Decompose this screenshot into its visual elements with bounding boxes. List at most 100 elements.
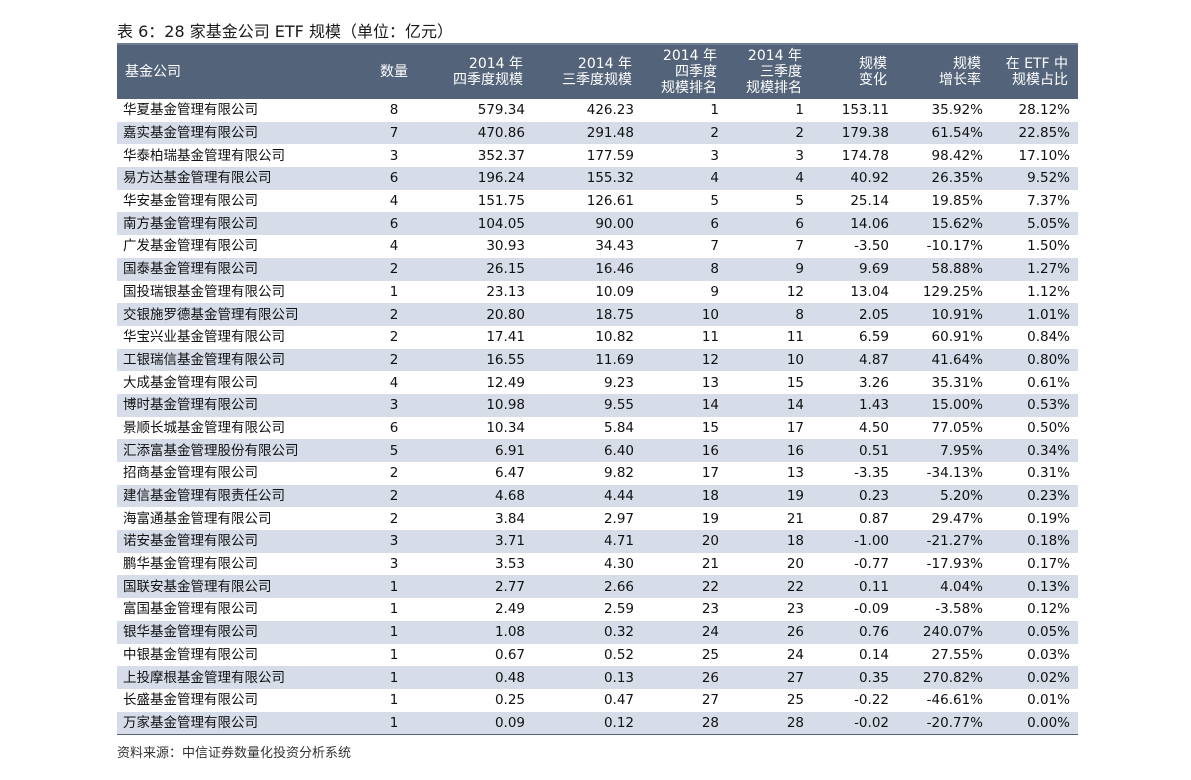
q4-scale-cell: 2.49 — [422, 598, 533, 621]
count-cell: 5 — [366, 439, 422, 462]
growth-cell: 7.95% — [897, 439, 991, 462]
q4-rank-cell: 5 — [642, 189, 727, 213]
change-cell: 0.11 — [812, 575, 897, 599]
change-cell: -0.77 — [812, 552, 897, 576]
q3-scale-cell: 0.32 — [533, 620, 642, 644]
header-share: 在 ETF 中规模占比 — [991, 45, 1078, 99]
q3-scale-cell: 2.59 — [533, 598, 642, 621]
q4-rank-cell: 6 — [642, 212, 727, 236]
growth-cell: 35.92% — [897, 99, 991, 122]
table-row: 景顺长城基金管理有限公司 6 10.34 5.84 15 17 4.50 77.05% 0.50… — [117, 416, 1078, 440]
q3-scale-cell: 90.00 — [533, 212, 642, 236]
q3-rank-cell: 24 — [727, 643, 812, 667]
share-cell: 22.85% — [991, 121, 1078, 145]
q3-scale-cell: 2.97 — [533, 507, 642, 531]
table-body: 华夏基金管理有限公司 8 579.34 426.23 1 1 153.11 35.92% 28.… — [117, 99, 1078, 736]
q4-rank-cell: 8 — [642, 257, 727, 281]
company-cell: 上投摩根基金管理有限公司 — [117, 666, 366, 689]
header-row: 基金公司 数量 2014 年四季度规模 2014 年三季度规模 2014 年四季… — [117, 45, 1078, 99]
company-cell: 国联安基金管理有限公司 — [117, 575, 366, 599]
growth-cell: 58.88% — [897, 257, 991, 281]
q4-scale-cell: 104.05 — [422, 212, 533, 236]
q3-rank-cell: 6 — [727, 212, 812, 236]
company-cell: 博时基金管理有限公司 — [117, 393, 366, 417]
share-cell: 1.50% — [991, 235, 1078, 258]
count-cell: 1 — [366, 575, 422, 599]
q3-scale-cell: 0.12 — [533, 711, 642, 736]
q4-rank-cell: 24 — [642, 620, 727, 644]
q3-scale-cell: 16.46 — [533, 257, 642, 281]
share-cell: 0.23% — [991, 484, 1078, 508]
company-cell: 长盛基金管理有限公司 — [117, 688, 366, 712]
table-row: 国投瑞银基金管理有限公司 1 23.13 10.09 9 12 13.04 129.25% 1.… — [117, 280, 1078, 304]
change-cell: -1.00 — [812, 530, 897, 553]
share-cell: 0.00% — [991, 711, 1078, 736]
count-cell: 4 — [366, 189, 422, 213]
share-cell: 0.31% — [991, 462, 1078, 485]
q4-rank-cell: 17 — [642, 462, 727, 485]
q4-scale-cell: 26.15 — [422, 257, 533, 281]
change-cell: -3.50 — [812, 235, 897, 258]
company-cell: 华宝兴业基金管理有限公司 — [117, 325, 366, 349]
table-row: 广发基金管理有限公司 4 30.93 34.43 7 7 -3.50 -10.17% 1.50% — [117, 235, 1078, 258]
count-cell: 3 — [366, 144, 422, 168]
q3-scale-cell: 4.44 — [533, 484, 642, 508]
growth-cell: 41.64% — [897, 348, 991, 372]
change-cell: -0.09 — [812, 598, 897, 621]
q3-scale-cell: 0.13 — [533, 666, 642, 689]
q4-rank-cell: 4 — [642, 167, 727, 190]
q3-rank-cell: 25 — [727, 688, 812, 712]
share-cell: 0.34% — [991, 439, 1078, 462]
q4-rank-cell: 14 — [642, 393, 727, 417]
share-cell: 0.61% — [991, 371, 1078, 394]
q3-rank-cell: 10 — [727, 348, 812, 372]
change-cell: 3.26 — [812, 371, 897, 394]
growth-cell: 61.54% — [897, 121, 991, 145]
change-cell: 9.69 — [812, 257, 897, 281]
header-count: 数量 — [366, 45, 422, 99]
q3-rank-cell: 12 — [727, 280, 812, 304]
table-row: 海富通基金管理有限公司 2 3.84 2.97 19 21 0.87 29.47% 0.19% — [117, 507, 1078, 531]
q4-scale-cell: 16.55 — [422, 348, 533, 372]
share-cell: 0.50% — [991, 416, 1078, 440]
growth-cell: 270.82% — [897, 666, 991, 689]
q4-rank-cell: 18 — [642, 484, 727, 508]
share-cell: 0.18% — [991, 530, 1078, 553]
company-cell: 汇添富基金管理股份有限公司 — [117, 439, 366, 462]
count-cell: 1 — [366, 666, 422, 689]
company-cell: 嘉实基金管理有限公司 — [117, 121, 366, 145]
count-cell: 2 — [366, 303, 422, 326]
company-cell: 海富通基金管理有限公司 — [117, 507, 366, 531]
table-row: 南方基金管理有限公司 6 104.05 90.00 6 6 14.06 15.62% 5.05% — [117, 212, 1078, 236]
q4-rank-cell: 9 — [642, 280, 727, 304]
q3-rank-cell: 16 — [727, 439, 812, 462]
growth-cell: 10.91% — [897, 303, 991, 326]
q3-scale-cell: 11.69 — [533, 348, 642, 372]
change-cell: 179.38 — [812, 121, 897, 145]
count-cell: 1 — [366, 711, 422, 736]
q4-rank-cell: 23 — [642, 598, 727, 621]
growth-cell: 29.47% — [897, 507, 991, 531]
q4-rank-cell: 10 — [642, 303, 727, 326]
company-cell: 中银基金管理有限公司 — [117, 643, 366, 667]
q3-rank-cell: 19 — [727, 484, 812, 508]
q4-scale-cell: 2.77 — [422, 575, 533, 599]
growth-cell: 27.55% — [897, 643, 991, 667]
q4-rank-cell: 12 — [642, 348, 727, 372]
change-cell: -0.22 — [812, 688, 897, 712]
change-cell: 0.51 — [812, 439, 897, 462]
q4-scale-cell: 0.67 — [422, 643, 533, 667]
header-q4-scale: 2014 年四季度规模 — [422, 45, 533, 99]
count-cell: 6 — [366, 212, 422, 236]
q4-rank-cell: 7 — [642, 235, 727, 258]
table-caption: 表 6：28 家基金公司 ETF 规模（单位：亿元） — [117, 22, 453, 41]
q3-rank-cell: 14 — [727, 393, 812, 417]
growth-cell: 26.35% — [897, 167, 991, 190]
count-cell: 1 — [366, 598, 422, 621]
company-cell: 易方达基金管理有限公司 — [117, 167, 366, 190]
q3-rank-cell: 18 — [727, 530, 812, 553]
q3-scale-cell: 177.59 — [533, 144, 642, 168]
q4-scale-cell: 6.47 — [422, 462, 533, 485]
share-cell: 0.19% — [991, 507, 1078, 531]
change-cell: 0.76 — [812, 620, 897, 644]
